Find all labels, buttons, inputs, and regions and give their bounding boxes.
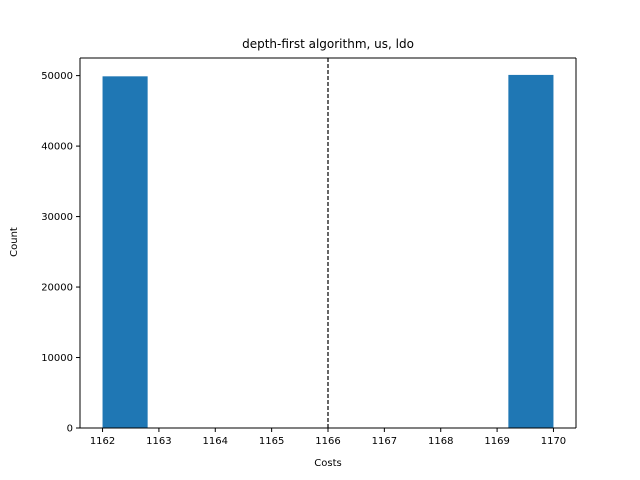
y-axis-label: Count	[9, 227, 20, 257]
x-tick-label: 1168	[428, 436, 453, 447]
y-tick-label: 40000	[41, 142, 73, 153]
chart-title: depth-first algorithm, us, ldo	[242, 37, 414, 51]
y-tick-label: 30000	[41, 212, 73, 223]
x-tick-label: 1164	[203, 436, 228, 447]
x-axis-label: Costs	[314, 458, 341, 469]
x-tick-label: 1169	[484, 436, 509, 447]
x-tick-label: 1162	[90, 436, 115, 447]
x-tick-label: 1165	[259, 436, 284, 447]
y-tick-label: 20000	[41, 283, 73, 294]
y-tick-label: 10000	[41, 353, 73, 364]
y-tick-label: 50000	[41, 71, 73, 82]
y-ticks-group: 0 10000 20000 30000 40000 50000	[41, 71, 80, 435]
x-tick-label: 1170	[541, 436, 566, 447]
bars-group	[102, 74, 554, 429]
x-tick-label: 1166	[315, 436, 340, 447]
x-tick-label: 1163	[146, 436, 171, 447]
x-ticks-group: 1162 1163 1164 1165 1166 1167 1168 1169 1170	[90, 428, 566, 447]
histogram-bar	[102, 76, 148, 429]
x-tick-label: 1167	[372, 436, 397, 447]
histogram-bar	[508, 74, 554, 429]
y-tick-label: 0	[67, 424, 73, 435]
